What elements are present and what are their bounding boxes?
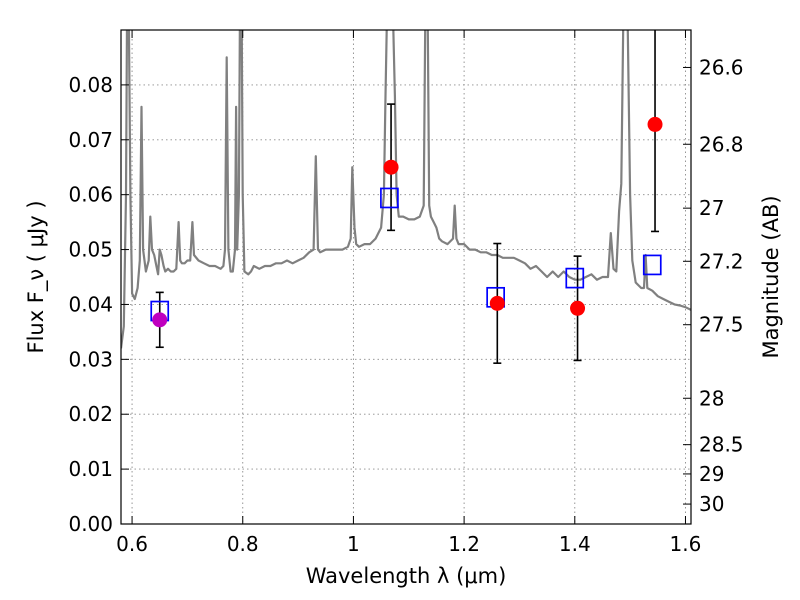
x-tick-label: 1.6 xyxy=(670,532,702,556)
x-tick-label: 0.8 xyxy=(227,532,259,556)
spectrum-layer xyxy=(121,30,691,349)
mag-tick-label: 26.6 xyxy=(699,55,744,79)
mag-tick-label: 26.8 xyxy=(699,132,744,156)
spectrum-line xyxy=(121,30,691,349)
model-square-marker xyxy=(642,254,662,276)
y2-axis-label: Magnitude (AB) xyxy=(759,195,783,358)
y-tick-label: 0.01 xyxy=(68,457,113,481)
y-tick-label: 0.06 xyxy=(68,183,113,207)
model-square-marker xyxy=(380,187,399,209)
mag-tick-label: 28.5 xyxy=(699,433,744,457)
grid-lines xyxy=(121,30,691,525)
y-axis-label: Flux F_ν ( μJy ) xyxy=(24,200,49,353)
x-tick-label: 1.2 xyxy=(448,532,480,556)
mag-tick-label: 27.2 xyxy=(699,249,744,273)
observed-point-marker xyxy=(152,312,168,328)
axis-ticks: 0.6 0.8 1 1.2 1.4 1.6 0.00 0.01 0.02 0.03 0.04 0.05… xyxy=(68,30,744,556)
observed-points xyxy=(152,116,663,328)
mag-tick-label: 27.5 xyxy=(699,313,744,337)
y-tick-label: 0.05 xyxy=(68,238,113,262)
x-tick-label: 1 xyxy=(347,532,360,556)
y-tick-label: 0.04 xyxy=(68,292,113,316)
mag-tick-label: 27 xyxy=(699,196,724,220)
model-square-marker xyxy=(565,267,585,289)
observed-point-marker xyxy=(489,295,505,311)
mag-tick-label: 28 xyxy=(699,386,724,410)
plot-frame xyxy=(120,29,692,525)
mag-tick-label: 30 xyxy=(699,492,724,516)
y-tick-label: 0.07 xyxy=(68,128,113,152)
x-tick-label: 1.4 xyxy=(559,532,591,556)
y-tick-label: 0.03 xyxy=(68,347,113,371)
mag-tick-label: 29 xyxy=(699,462,724,486)
observed-point-marker xyxy=(570,300,586,316)
observed-point-marker xyxy=(647,116,663,132)
y-tick-label: 0.00 xyxy=(68,512,113,536)
y-tick-label: 0.08 xyxy=(68,73,113,97)
observed-point-marker xyxy=(383,159,399,175)
plot-area xyxy=(121,30,691,524)
y-tick-label: 0.02 xyxy=(68,402,113,426)
x-axis-label: Wavelength λ (μm) xyxy=(306,564,507,588)
x-tick-label: 0.6 xyxy=(116,532,148,556)
